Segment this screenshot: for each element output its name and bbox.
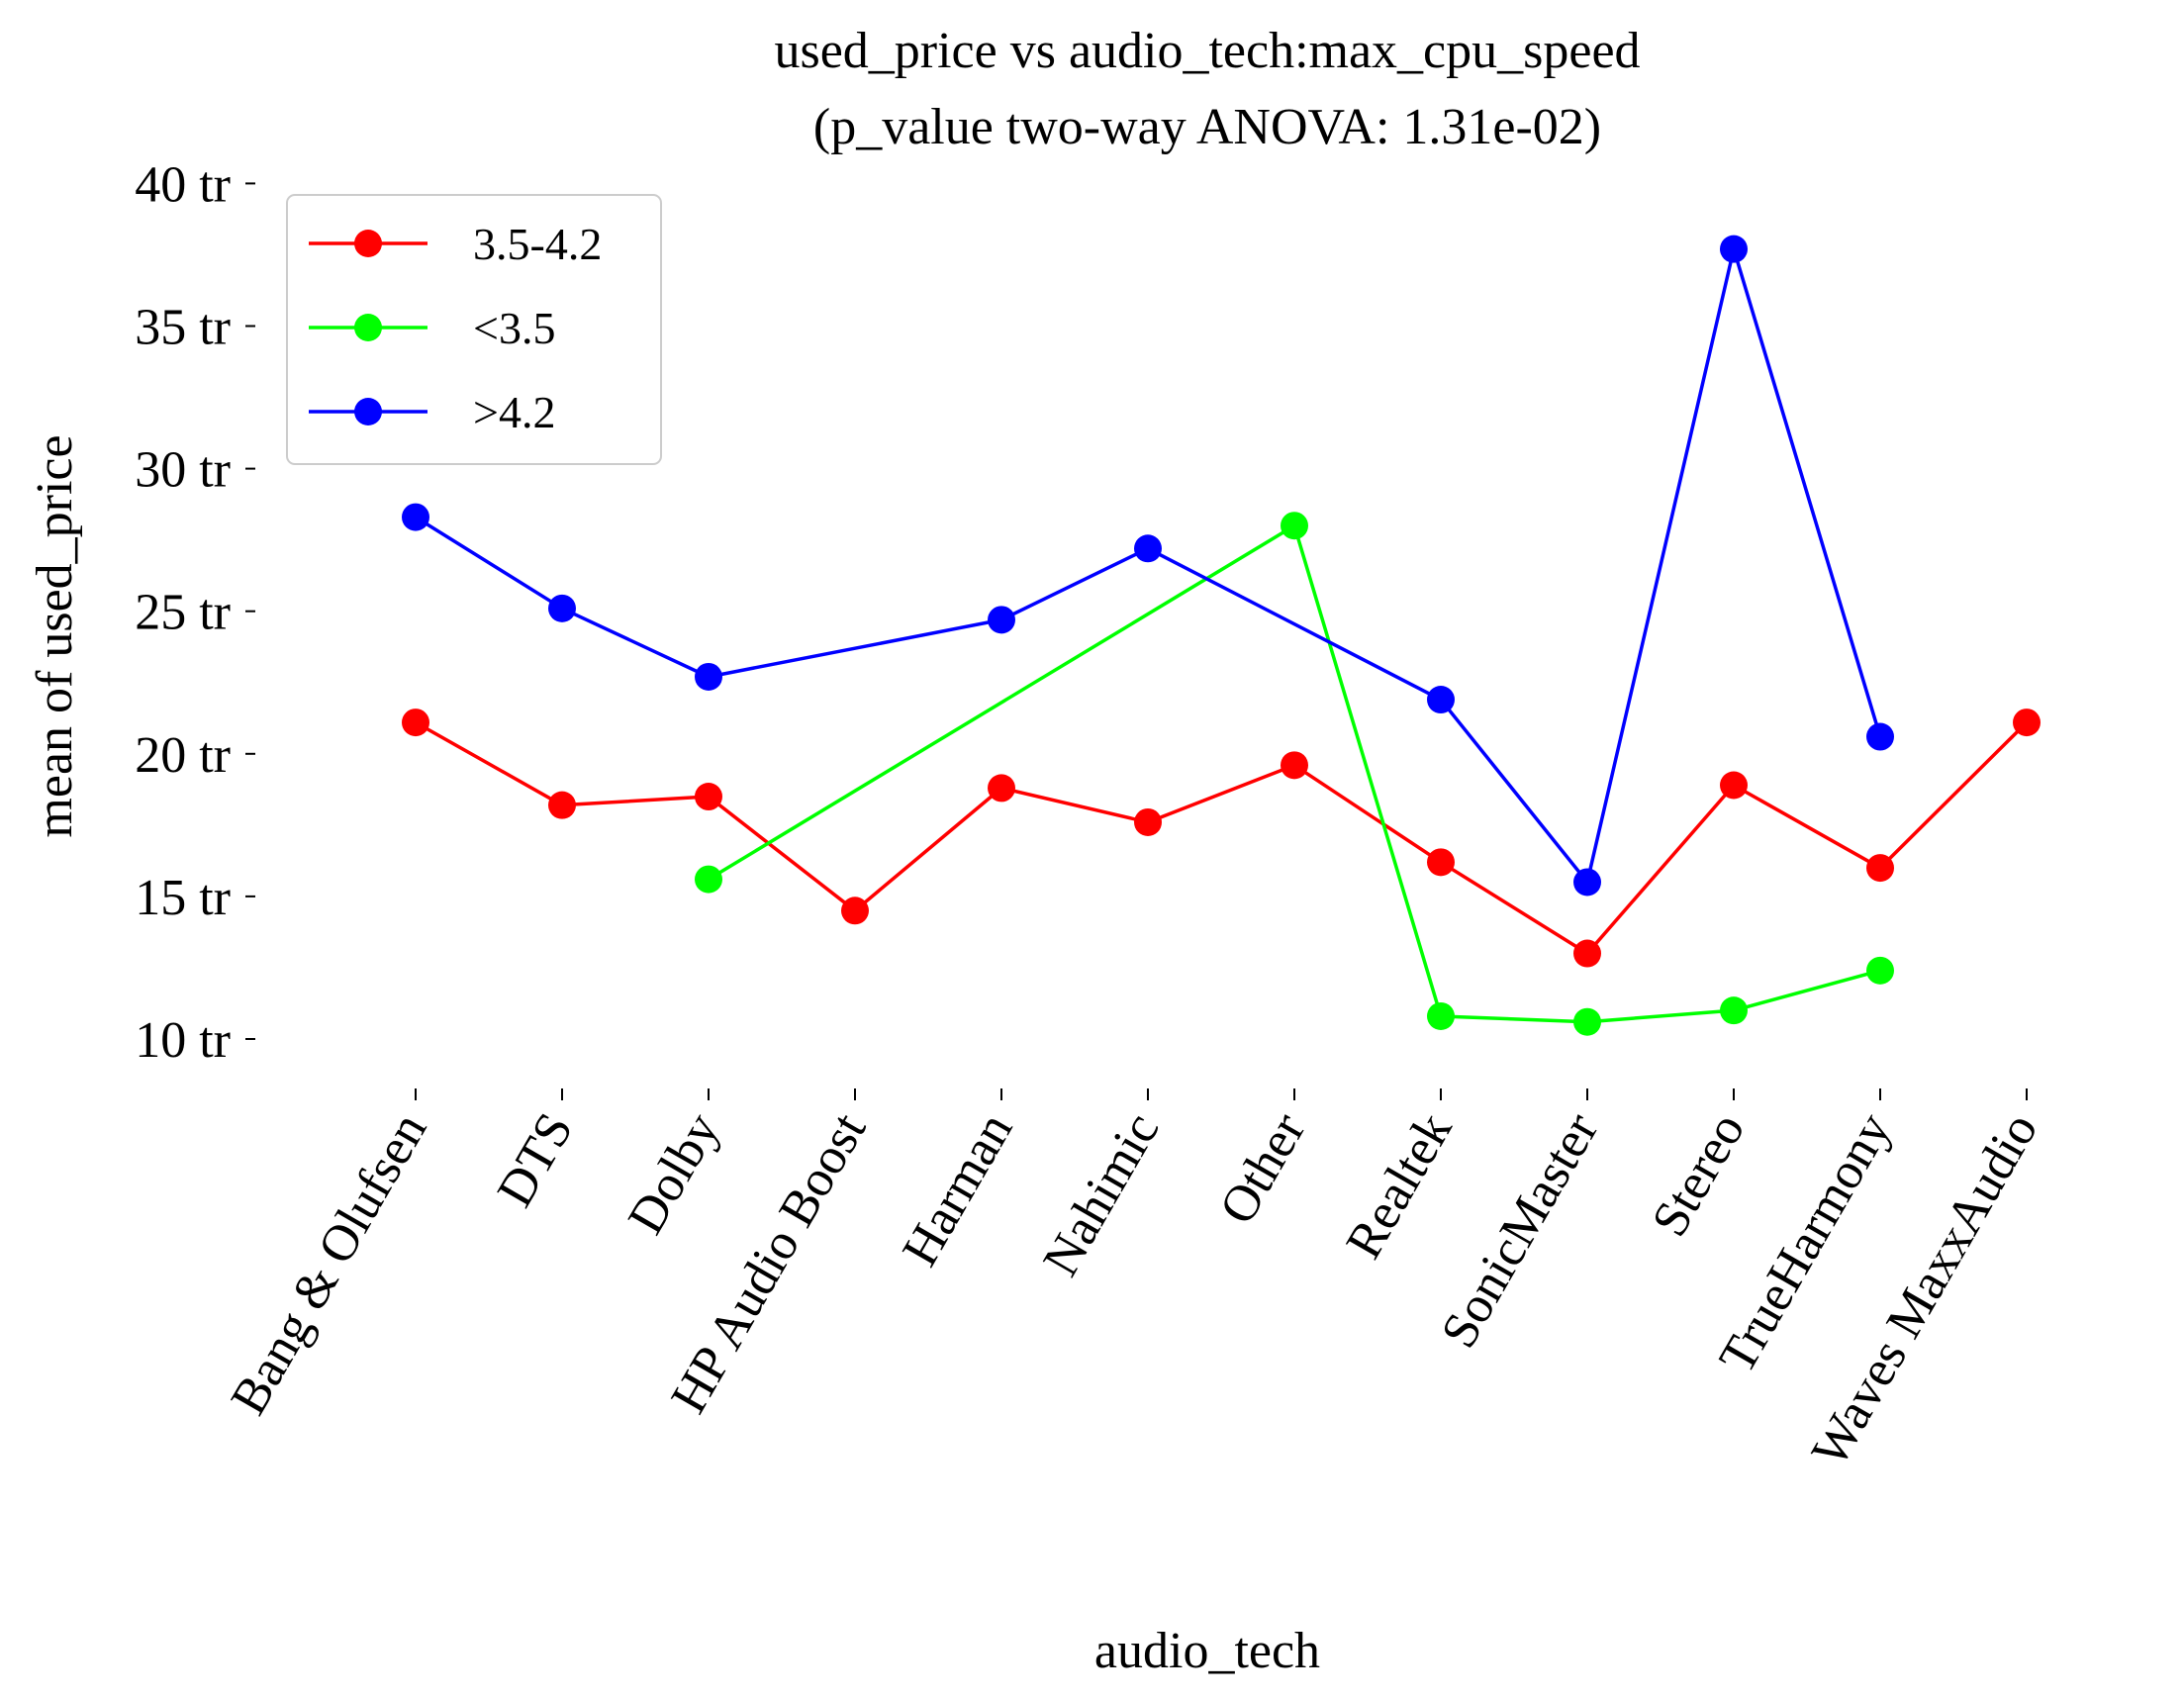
point-3-5-4-2-stereo xyxy=(1720,771,1748,800)
point-4-2-dts xyxy=(548,594,576,622)
point-3-5-trueharmony xyxy=(1866,956,1894,985)
point-3-5-4-2-harman xyxy=(988,774,1015,803)
point-4-2-realtek xyxy=(1427,686,1455,714)
point-4-2-stereo xyxy=(1720,235,1748,263)
x-tick-label-sonicmaster: SonicMaster xyxy=(1431,1104,1610,1358)
point-3-5-4-2-bang-olufsen xyxy=(402,708,429,737)
y-tick-label: 10 tr xyxy=(135,1012,231,1069)
point-3-5-sonicmaster xyxy=(1573,1007,1601,1036)
legend-marker-4-2 xyxy=(354,398,382,425)
point-3-5-dolby xyxy=(695,865,722,894)
x-tick-label-dts: DTS xyxy=(487,1104,584,1217)
series-points xyxy=(402,235,2041,1036)
legend-marker-3-5-4-2 xyxy=(354,230,382,257)
x-axis-label: audio_tech xyxy=(1094,1623,1320,1679)
y-tick-label: 40 tr xyxy=(135,156,231,213)
legend-label-3-5: <3.5 xyxy=(473,303,555,353)
point-3-5-4-2-waves-maxxaudio xyxy=(2013,708,2041,737)
point-4-2-harman xyxy=(988,606,1015,634)
series-line-3-5-4-2 xyxy=(415,720,2029,956)
y-axis: 10 tr 15 tr 20 tr 25 tr 30 tr 35 tr 40 tr xyxy=(135,156,255,1069)
point-3-5-realtek xyxy=(1427,1001,1455,1030)
point-3-5-4-2-dolby xyxy=(695,783,722,811)
y-tick-label: 15 tr xyxy=(135,870,231,926)
point-3-5-4-2-hp-audio-boost xyxy=(841,897,869,925)
x-tick-label-bang-olufsen: Bang & Olufsen xyxy=(221,1104,438,1425)
point-4-2-trueharmony xyxy=(1866,722,1894,751)
point-4-2-sonicmaster xyxy=(1573,868,1601,897)
x-tick-label-realtek: Realtek xyxy=(1336,1104,1464,1269)
point-3-5-other xyxy=(1281,512,1308,540)
chart-subtitle: (p_value two-way ANOVA: 1.31e-02) xyxy=(813,99,1601,155)
y-tick-label: 25 tr xyxy=(135,585,231,641)
legend-frame xyxy=(286,194,662,465)
x-tick-label-nahimic: Nahimic xyxy=(1032,1104,1170,1286)
y-axis-label: mean of used_price xyxy=(27,434,83,837)
point-4-2-bang-olufsen xyxy=(402,503,429,531)
legend-label-3-5-4-2: 3.5-4.2 xyxy=(473,219,602,269)
point-3-5-4-2-other xyxy=(1281,751,1308,780)
legend: 3.5-4.2 <3.5 >4.2 xyxy=(286,194,662,465)
x-tick-label-harman: Harman xyxy=(892,1104,1023,1276)
point-4-2-dolby xyxy=(695,662,722,691)
point-3-5-4-2-dts xyxy=(548,791,576,819)
series-line-3-5 xyxy=(708,523,1881,1024)
chart-title: used_price vs audio_tech:max_cpu_speed xyxy=(774,23,1640,79)
y-tick-label: 35 tr xyxy=(135,300,231,356)
y-tick-label: 30 tr xyxy=(135,442,231,499)
legend-label-4-2: >4.2 xyxy=(473,387,555,437)
point-4-2-nahimic xyxy=(1134,534,1162,563)
point-3-5-stereo xyxy=(1720,996,1748,1025)
legend-marker-3-5 xyxy=(354,314,382,341)
x-tick-label-dolby: Dolby xyxy=(617,1104,730,1244)
point-3-5-4-2-nahimic xyxy=(1134,807,1162,836)
y-tick-label: 20 tr xyxy=(135,727,231,784)
point-3-5-4-2-trueharmony xyxy=(1866,854,1894,883)
point-3-5-4-2-sonicmaster xyxy=(1573,939,1601,968)
x-tick-label-other: Other xyxy=(1209,1104,1317,1234)
point-3-5-4-2-realtek xyxy=(1427,848,1455,877)
x-tick-label-stereo: Stereo xyxy=(1642,1104,1757,1247)
